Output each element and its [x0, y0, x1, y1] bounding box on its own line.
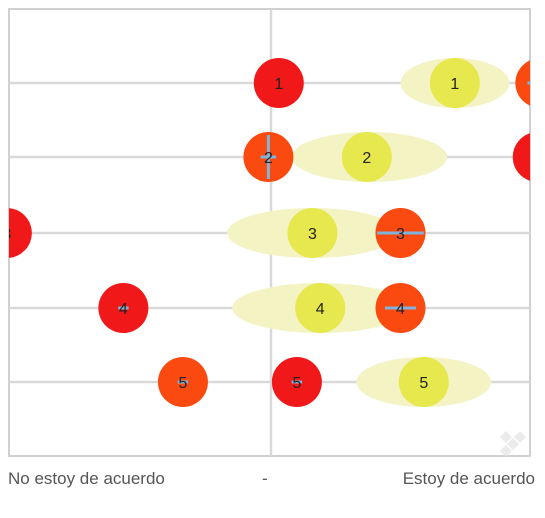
point-yellow-3: 3: [287, 208, 338, 258]
point-red-1: 1: [253, 58, 304, 108]
point-label-yellow-2: 2: [362, 150, 371, 167]
marker-orange-1: [515, 60, 530, 106]
marker-red-2: [512, 133, 530, 181]
point-label-yellow-5: 5: [419, 375, 428, 392]
point-label-red-1: 1: [274, 76, 283, 93]
point-red-5: 5: [271, 357, 322, 407]
point-yellow-4: 4: [295, 283, 346, 333]
point-label-red-5: 5: [292, 375, 301, 392]
point-orange-2: 2: [243, 132, 294, 182]
point-yellow-5: 5: [398, 357, 449, 407]
point-label-orange-4: 4: [396, 301, 405, 318]
point-yellow-2: 2: [341, 132, 392, 182]
point-label-red-4: 4: [119, 301, 128, 318]
marker-yellow-2: [341, 132, 392, 182]
marker-yellow-5: [398, 357, 449, 407]
point-label-orange-1: 1: [536, 76, 545, 93]
marker-yellow-4: [295, 283, 346, 333]
point-red-2: 2: [512, 133, 542, 181]
x-tick-label-middle: -: [262, 469, 268, 488]
point-yellow-1: 1: [429, 58, 480, 108]
point-orange-4: 4: [375, 283, 426, 333]
marker-yellow-1: [429, 58, 480, 108]
point-label-red-3: 3: [2, 226, 11, 243]
marker-red-3: [9, 208, 32, 258]
point-label-yellow-3: 3: [308, 226, 317, 243]
x-tick-label-right: Estoy de acuerdo: [402, 469, 535, 488]
point-label-yellow-4: 4: [316, 301, 325, 318]
point-orange-1: 1: [515, 60, 545, 106]
point-red-4: 4: [98, 283, 149, 333]
watermark-logo: [500, 431, 526, 457]
point-label-red-2: 2: [533, 150, 542, 167]
point-orange-3: 3: [375, 208, 426, 258]
point-label-orange-5: 5: [178, 375, 187, 392]
marker-yellow-3: [287, 208, 338, 258]
x-tick-label-left: No estoy de acuerdo: [8, 469, 165, 488]
point-label-orange-2: 2: [264, 150, 273, 167]
point-red-3: 3: [2, 208, 32, 258]
point-orange-5: 5: [157, 357, 208, 407]
point-label-yellow-1: 1: [450, 76, 459, 93]
point-label-orange-3: 3: [396, 226, 405, 243]
marker-red-1: [253, 58, 304, 108]
